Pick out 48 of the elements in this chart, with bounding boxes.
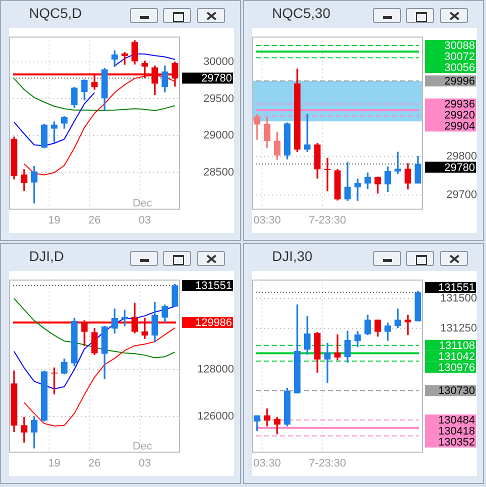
ref-line-label: 29996 — [444, 75, 475, 88]
x-tick-label: 7-23:30 — [308, 214, 346, 226]
candlestick — [334, 334, 341, 360]
chart-title: DJI,D — [29, 248, 64, 264]
ref-line-label: 30072 — [444, 50, 475, 63]
y-tick-label: 29700 — [446, 188, 477, 201]
x-tick-label: 03:30 — [253, 214, 281, 226]
ref-line-label: 131108 — [439, 340, 475, 352]
annotation: Dec — [132, 440, 153, 452]
annotation: Dec — [132, 197, 153, 210]
x-tick-label: 26 — [88, 214, 101, 226]
x-tick-label: 03:30 — [253, 457, 281, 470]
y-tick-label: 131250 — [440, 322, 477, 334]
ref-line-label: 129986 — [195, 316, 232, 329]
y-tick-label: 29500 — [203, 92, 234, 105]
y-tick-label: 29800 — [446, 150, 477, 162]
ref-line-label: 29780 — [444, 162, 475, 174]
y-tick-label: 28500 — [203, 166, 234, 178]
ref-line-label: 131551 — [195, 280, 232, 292]
x-tick-label: 19 — [48, 457, 60, 470]
x-tick-label: 03 — [138, 214, 151, 226]
chart-title: NQC5,D — [29, 5, 82, 21]
candlestick — [324, 342, 331, 383]
ref-line-label: 130484 — [438, 414, 475, 427]
y-tick-label: 29000 — [203, 130, 234, 142]
y-tick-label: 30000 — [203, 56, 234, 68]
x-tick-label: 19 — [48, 214, 60, 226]
ref-line-label: 130976 — [438, 362, 475, 374]
ref-line-label: 130418 — [438, 426, 475, 438]
ref-line-label: 130730 — [438, 385, 475, 398]
chart-title: NQC5,30 — [272, 5, 330, 21]
chart-title: DJI,30 — [272, 248, 312, 264]
x-tick-label: 26 — [88, 457, 101, 470]
ref-line-label: 29936 — [444, 98, 475, 110]
ref-line-label: 29920 — [444, 109, 475, 122]
x-tick-label: 03 — [138, 457, 151, 470]
y-tick-label: 126000 — [197, 410, 234, 423]
ref-line-label: 131551 — [438, 282, 475, 294]
ref-line-label: 131042 — [438, 350, 475, 363]
ref-line-label: 29780 — [201, 72, 232, 85]
y-tick-label: 131500 — [440, 292, 477, 305]
x-tick-label: 7-23:30 — [308, 457, 346, 470]
legend-label: 30056 — [444, 62, 475, 74]
ref-line-label: 30088 — [444, 40, 475, 52]
legend-label: 29904 — [444, 120, 475, 132]
y-tick-label: 128000 — [197, 363, 234, 376]
ref-line-label: 130352 — [438, 436, 475, 449]
candlestick — [324, 158, 331, 192]
